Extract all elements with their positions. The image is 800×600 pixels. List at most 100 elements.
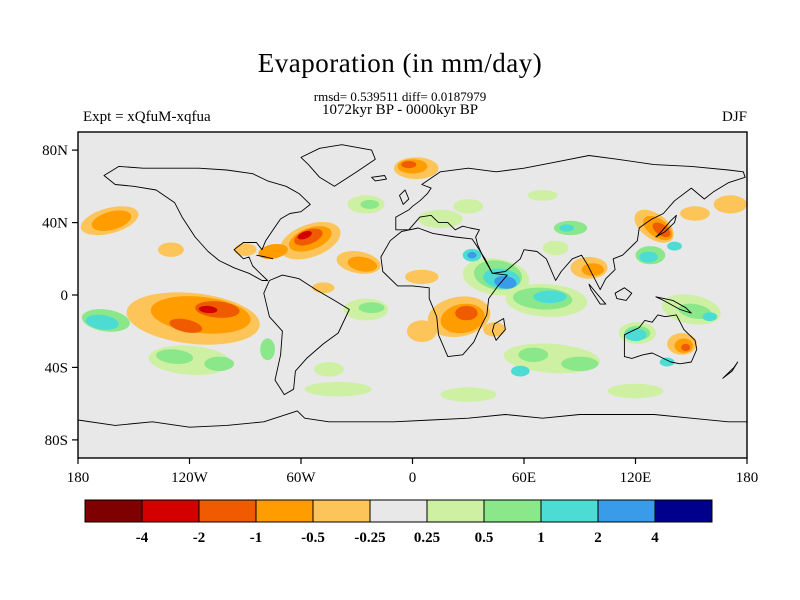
colorbar-segment <box>654 499 713 523</box>
x-axis-tick-label: 60W <box>286 470 316 486</box>
anomaly-region <box>312 282 335 294</box>
anomaly-region <box>518 347 549 362</box>
anomaly-region <box>157 242 184 257</box>
coastline <box>256 254 274 260</box>
colorbar-segment <box>141 499 200 523</box>
anomaly-region <box>258 243 288 260</box>
anomaly-region <box>681 343 691 352</box>
anomaly-region <box>453 199 484 214</box>
colorbar-boundary-label: 2 <box>594 530 602 546</box>
experiment-label: Expt = xQfuM-xqfua <box>83 109 211 125</box>
x-axis-tick-label: 60E <box>512 470 536 486</box>
coastline <box>78 410 747 428</box>
comparison-line: 1072kyr BP - 0000kyr BP <box>321 102 479 118</box>
anomaly-region <box>85 314 119 330</box>
anomaly-region <box>204 356 235 371</box>
colorbar-segment <box>597 499 656 523</box>
y-axis-tick-label: 80S <box>45 433 68 449</box>
anomaly-region <box>358 302 385 314</box>
anomaly-region <box>533 290 567 304</box>
coastline <box>399 189 410 205</box>
colorbar-segment <box>483 499 542 523</box>
colorbar-boundary-label: 0.25 <box>414 530 440 546</box>
x-axis-tick-label: 180 <box>736 470 759 486</box>
anomaly-region <box>304 382 372 397</box>
anomaly-region <box>198 305 218 314</box>
anomaly-region <box>156 349 194 364</box>
colorbar-boundary-label: -0.5 <box>301 530 325 546</box>
y-axis-tick-label: 40N <box>42 216 68 232</box>
anomaly-region <box>542 240 569 256</box>
colorbar-boundary-label: 4 <box>651 530 659 546</box>
anomaly-region <box>406 320 437 343</box>
anomaly-region <box>652 222 671 238</box>
anomaly-region <box>314 362 344 377</box>
anomaly-region <box>702 312 718 322</box>
colorbar-boundary-label: 0.5 <box>475 530 494 546</box>
anomaly-region <box>527 190 558 201</box>
y-axis-tick-label: 0 <box>61 288 69 304</box>
colorbar-segment <box>255 499 314 523</box>
anomaly-region <box>169 318 203 333</box>
y-axis-tick-label: 40S <box>45 360 68 376</box>
anomaly-region <box>455 305 478 321</box>
coastline <box>300 144 376 187</box>
anomaly-region <box>581 263 604 276</box>
anomaly-region <box>195 301 240 318</box>
coastline <box>655 214 677 238</box>
anomaly-region <box>347 256 378 272</box>
anomaly-region <box>360 199 380 209</box>
colorbar-segment <box>369 499 428 523</box>
anomaly-region <box>511 365 530 377</box>
anomaly-region <box>639 251 658 263</box>
colorbar-boundary-label: -4 <box>136 530 149 546</box>
coastline <box>655 296 692 314</box>
colorbar-boundary-label: -1 <box>250 530 263 546</box>
colorbar-segment <box>198 499 257 523</box>
anomaly-region <box>561 356 599 371</box>
figure-title: Evaporation (in mm/day) <box>257 48 543 78</box>
x-axis-tick-label: 120W <box>171 470 209 486</box>
y-axis-tick-label: 80N <box>42 143 68 159</box>
anomaly-region <box>297 230 312 240</box>
coastline <box>614 287 633 301</box>
map-field-layer <box>78 144 747 428</box>
colorbar-boundary-label: 1 <box>537 530 545 546</box>
colorbar-segment <box>84 499 143 523</box>
anomaly-region <box>483 322 506 337</box>
anomaly-region <box>405 269 439 285</box>
anomaly-region <box>91 210 132 231</box>
anomaly-region <box>680 206 710 221</box>
anomaly-region <box>260 338 275 361</box>
coastline <box>371 175 387 182</box>
coastline <box>722 361 739 379</box>
anomaly-region <box>559 224 575 232</box>
coastline <box>623 314 698 365</box>
coastline <box>263 274 350 396</box>
x-axis-tick-label: 180 <box>67 470 90 486</box>
anomaly-region <box>624 328 647 342</box>
coastline <box>380 227 508 358</box>
anomaly-region <box>440 387 497 402</box>
x-axis-tick-label: 0 <box>409 470 417 486</box>
colorbar-segment <box>426 499 485 523</box>
coastline <box>491 318 506 341</box>
anomaly-region <box>418 209 463 228</box>
x-axis-tick-label: 120E <box>620 470 652 486</box>
colorbar-boundary-label: -0.25 <box>354 530 385 546</box>
season-label: DJF <box>721 109 747 125</box>
coastline <box>395 155 746 291</box>
colorbar-segment <box>312 499 371 523</box>
anomaly-region <box>667 241 682 251</box>
coastline <box>103 165 311 281</box>
stats-line: rmsd= 0.539511 diff= 0.0187979 <box>313 89 487 104</box>
anomaly-region <box>401 161 417 169</box>
anomaly-region <box>494 275 517 289</box>
coastline <box>588 283 607 305</box>
colorbar-segment <box>540 499 599 523</box>
anomaly-region <box>467 251 477 259</box>
anomaly-region <box>659 357 675 367</box>
anomaly-region <box>713 195 747 214</box>
